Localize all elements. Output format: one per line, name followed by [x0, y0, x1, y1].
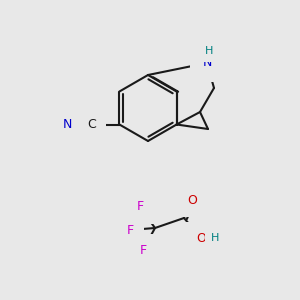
Text: F: F: [136, 200, 144, 214]
Text: F: F: [126, 224, 134, 236]
Text: O: O: [187, 194, 197, 206]
Text: O: O: [196, 232, 206, 244]
Text: F: F: [140, 244, 147, 256]
Text: N: N: [202, 56, 212, 70]
Text: C: C: [87, 118, 96, 131]
Text: H: H: [205, 46, 213, 56]
Text: N: N: [63, 118, 72, 131]
Text: H: H: [211, 233, 219, 243]
